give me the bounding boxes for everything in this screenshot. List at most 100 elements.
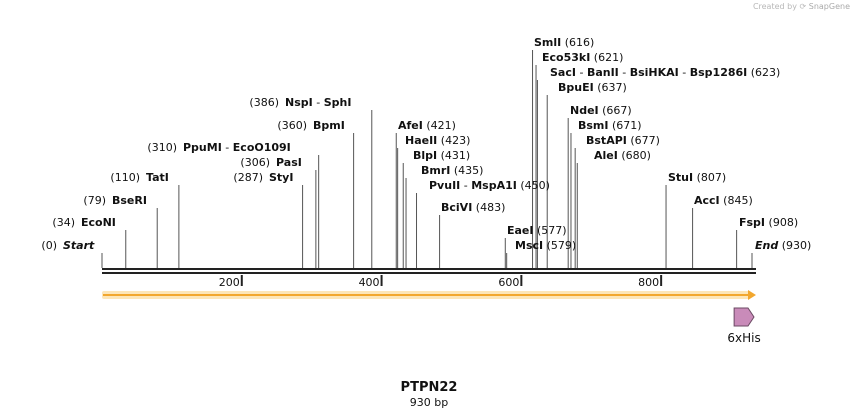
- site-position: (287): [233, 171, 263, 184]
- site-name: NspI: [285, 96, 313, 109]
- site-name: SmlI: [534, 36, 561, 49]
- site-label[interactable]: FspI (908): [739, 216, 798, 229]
- site-name: SphI: [324, 96, 352, 109]
- site-labels: Start (0) EcoNI (34) BseRI (79) TatI (110) StyI (…: [41, 36, 811, 252]
- site-position: (845): [720, 194, 753, 207]
- site-label[interactable]: AleI (680): [594, 149, 651, 162]
- site-position: (616): [561, 36, 594, 49]
- site-label[interactable]: BstAPI (677): [586, 134, 660, 147]
- site-name: AleI: [594, 149, 618, 162]
- site-name: BciVI: [441, 201, 472, 214]
- site-name: StuI: [668, 171, 693, 184]
- site-label[interactable]: SmlI (616): [534, 36, 594, 49]
- ruler-tick-label: 400: [359, 276, 380, 289]
- ruler: 200 400 600 800: [219, 275, 663, 289]
- site-position: (667): [599, 104, 632, 117]
- site-label[interactable]: PpuMI - EcoO109I: [183, 141, 291, 154]
- site-name: MspA1I: [471, 179, 517, 192]
- site-name: BseRI: [112, 194, 147, 207]
- site-position: (579): [543, 239, 576, 252]
- site-position: (623): [747, 66, 780, 79]
- feature-label: 6xHis: [727, 331, 760, 345]
- site-position: (431): [437, 149, 470, 162]
- site-name: BmrI: [421, 164, 450, 177]
- site-label[interactable]: NdeI (667): [570, 104, 632, 117]
- site-position: (79): [83, 194, 106, 207]
- snapgene-logo-icon: ⟳: [799, 2, 807, 11]
- site-name: HaeII: [405, 134, 437, 147]
- site-position: (435): [450, 164, 483, 177]
- credit-brand: SnapGene: [808, 2, 850, 11]
- site-name: TatI: [146, 171, 169, 184]
- site-label[interactable]: End (930): [755, 239, 811, 252]
- site-label[interactable]: PasI: [276, 156, 302, 169]
- site-position: (386): [249, 96, 279, 109]
- site-name: MscI: [515, 239, 543, 252]
- site-label[interactable]: Eco53kI (621): [542, 51, 623, 64]
- site-label[interactable]: StyI: [269, 171, 293, 184]
- site-position: (360): [277, 119, 307, 132]
- site-position: (0): [41, 239, 57, 252]
- site-name: EcoO109I: [233, 141, 291, 154]
- site-position: (680): [618, 149, 651, 162]
- sequence-title: PTPN22: [400, 380, 458, 395]
- site-position: (677): [627, 134, 660, 147]
- ruler-tick-label: 200: [219, 276, 240, 289]
- site-name: SacI: [550, 66, 576, 79]
- site-name: BanII: [587, 66, 619, 79]
- site-position: (34): [52, 216, 75, 229]
- site-position: (423): [437, 134, 470, 147]
- credit-prefix: Created by: [752, 2, 797, 11]
- feature-arrow[interactable]: [733, 307, 755, 327]
- site-name: End: [755, 239, 778, 252]
- site-label[interactable]: BpuEI (637): [558, 81, 627, 94]
- site-leader-lines: [101, 50, 753, 268]
- site-name: Bsp1286I: [690, 66, 748, 79]
- site-name: EaeI: [507, 224, 534, 237]
- site-label[interactable]: BciVI (483): [441, 201, 505, 214]
- site-label[interactable]: PvuII - MspA1I (450): [429, 179, 550, 192]
- site-label[interactable]: AccI (845): [694, 194, 753, 207]
- site-name: AfeI: [398, 119, 423, 132]
- site-position: (421): [423, 119, 456, 132]
- site-position: (671): [609, 119, 642, 132]
- site-label[interactable]: TatI: [146, 171, 169, 184]
- site-label[interactable]: AfeI (421): [398, 119, 456, 132]
- site-label[interactable]: MscI (579): [515, 239, 576, 252]
- site-name: PpuMI: [183, 141, 222, 154]
- site-position: (807): [693, 171, 726, 184]
- site-label[interactable]: SacI - BanII - BsiHKAI - Bsp1286I (623): [550, 66, 780, 79]
- orf-arrow[interactable]: [102, 290, 756, 300]
- site-name: BpuEI: [558, 81, 594, 94]
- site-name: BsmI: [578, 119, 609, 132]
- site-name: PasI: [276, 156, 302, 169]
- site-name: StyI: [269, 171, 293, 184]
- site-position: (637): [594, 81, 627, 94]
- site-label[interactable]: Start: [63, 239, 95, 252]
- site-label[interactable]: NspI - SphI: [285, 96, 351, 109]
- site-label[interactable]: EaeI (577): [507, 224, 567, 237]
- site-name: NdeI: [570, 104, 599, 117]
- credit: Created by ⟳ SnapGene: [753, 2, 850, 11]
- site-name: BsiHKAI: [630, 66, 679, 79]
- site-label[interactable]: BlpI (431): [413, 149, 470, 162]
- site-position: (908): [765, 216, 798, 229]
- site-label[interactable]: BmrI (435): [421, 164, 483, 177]
- site-label[interactable]: BpmI: [313, 119, 345, 132]
- site-name: BstAPI: [586, 134, 627, 147]
- site-label[interactable]: StuI (807): [668, 171, 726, 184]
- ruler-tick-label: 600: [498, 276, 519, 289]
- site-label[interactable]: EcoNI: [81, 216, 116, 229]
- site-position: (110): [110, 171, 140, 184]
- site-name: BpmI: [313, 119, 345, 132]
- site-position: (621): [590, 51, 623, 64]
- site-name: AccI: [694, 194, 720, 207]
- sequence-length: 930 bp: [409, 396, 449, 409]
- site-position: (577): [534, 224, 567, 237]
- site-label[interactable]: BsmI (671): [578, 119, 642, 132]
- ruler-tick-label: 800: [638, 276, 659, 289]
- site-label[interactable]: HaeII (423): [405, 134, 470, 147]
- site-position: (930): [778, 239, 811, 252]
- site-label[interactable]: BseRI: [112, 194, 147, 207]
- features: 6xHis: [727, 307, 761, 345]
